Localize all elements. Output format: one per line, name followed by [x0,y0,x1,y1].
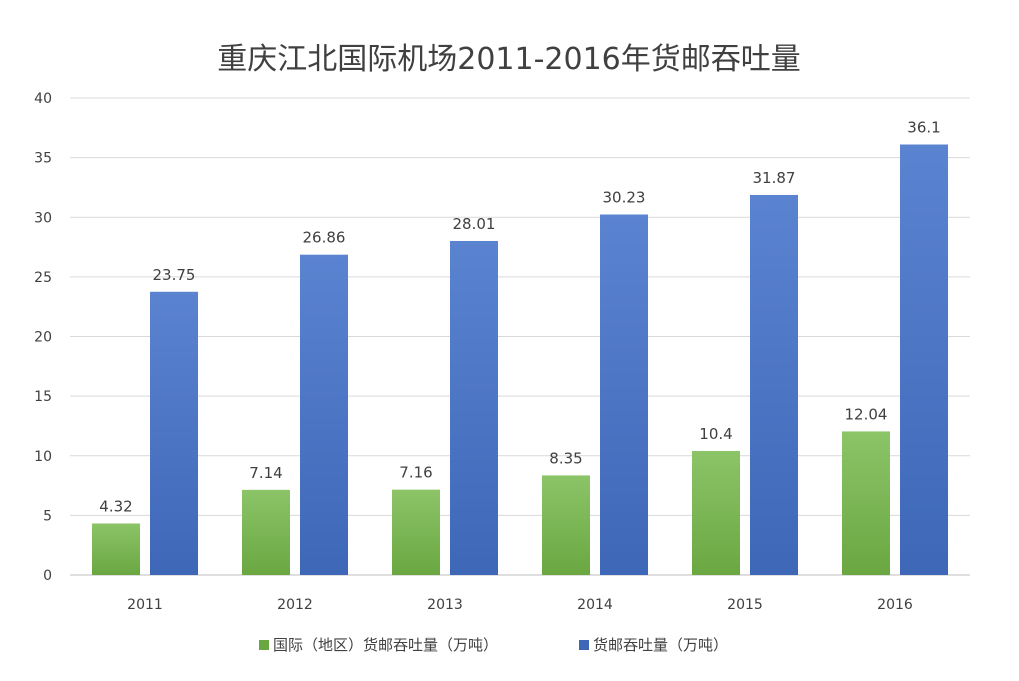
data-label: 7.14 [249,464,282,482]
bar-series-1 [92,523,140,575]
y-tick-label: 25 [34,270,52,286]
x-tick-label: 2014 [577,597,613,613]
x-axis: 2011 2012 2013 2014 2015 2016 [127,597,913,613]
x-tick-label: 2016 [877,597,913,613]
x-tick-label: 2011 [127,597,163,613]
y-tick-label: 35 [34,151,52,167]
bar-series-2 [450,240,498,575]
y-axis: 0 5 10 15 20 25 30 35 40 [34,91,52,584]
y-tick-label: 20 [34,330,52,346]
x-tick-label: 2015 [727,597,763,613]
legend-label: 国际（地区）货邮吞吐量（万吨） [273,636,498,654]
x-tick-label: 2013 [427,597,463,613]
data-label: 26.86 [303,229,346,247]
data-label: 36.1 [907,119,940,137]
bar-series-2 [150,291,198,575]
y-tick-label: 5 [43,508,52,524]
chart-title: 重庆江北国际机场2011-2016年货邮吞吐量 [217,42,801,77]
legend-label: 货邮吞吐量（万吨） [593,636,728,654]
bar-series-1 [692,450,740,575]
bar-series-2 [750,194,798,575]
y-tick-label: 40 [34,91,52,107]
legend-swatch [259,640,269,650]
data-label: 31.87 [753,169,796,187]
bar-series-1 [842,431,890,575]
bar-series-2 [300,254,348,575]
data-label: 4.32 [99,497,132,515]
x-tick-label: 2012 [277,597,313,613]
data-label: 30.23 [603,189,646,207]
y-tick-label: 15 [34,389,52,405]
data-label: 10.4 [699,425,732,443]
legend-swatch [579,640,589,650]
data-label: 8.35 [549,449,582,467]
y-tick-label: 10 [34,449,52,465]
bar-series-2 [600,214,648,575]
y-tick-label: 30 [34,210,52,226]
data-label: 7.16 [399,464,432,482]
gridlines [70,97,970,576]
bar-series-2 [900,144,948,575]
y-tick-label: 0 [43,568,52,584]
bars: 4.32 23.75 7.14 26.86 7.16 28.01 8.35 30.23 10.4… [92,119,948,575]
bar-series-1 [242,489,290,575]
bar-series-1 [392,489,440,575]
data-label: 23.75 [153,266,196,284]
bar-series-1 [542,475,590,575]
legend: 国际（地区）货邮吞吐量（万吨） 货邮吞吐量（万吨） [259,636,728,654]
data-label: 28.01 [453,215,496,233]
data-label: 12.04 [845,405,888,423]
